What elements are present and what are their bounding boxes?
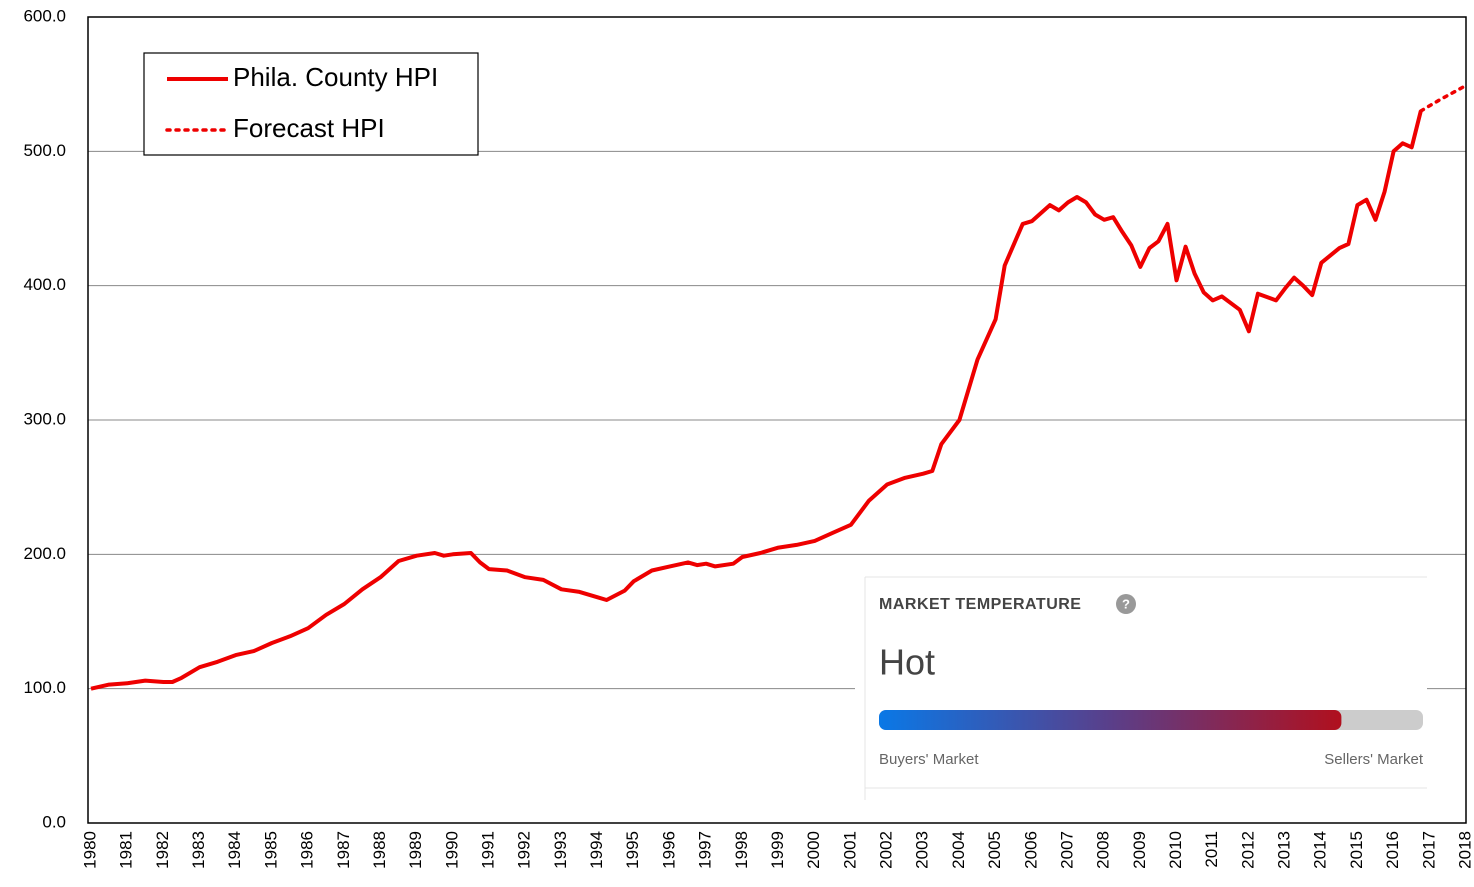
gauge-fill bbox=[879, 710, 1342, 730]
y-tick-label: 400.0 bbox=[23, 275, 66, 294]
widget-title: MARKET TEMPERATURE bbox=[879, 596, 1081, 613]
x-tick-label: 1987 bbox=[334, 831, 353, 869]
x-tick-label: 2011 bbox=[1202, 831, 1221, 868]
x-tick-label: 2014 bbox=[1311, 831, 1330, 869]
x-tick-label: 2002 bbox=[877, 831, 896, 869]
x-tick-label: 2003 bbox=[913, 831, 932, 869]
x-tick-label: 2015 bbox=[1347, 831, 1366, 869]
legend-label: Phila. County HPI bbox=[233, 62, 438, 92]
x-tick-label: 2001 bbox=[840, 831, 859, 869]
y-tick-label: 100.0 bbox=[23, 678, 66, 697]
x-tick-label: 1981 bbox=[117, 831, 136, 869]
y-tick-label: 500.0 bbox=[23, 141, 66, 160]
x-tick-label: 1994 bbox=[587, 831, 606, 869]
legend-label: Forecast HPI bbox=[233, 113, 385, 143]
x-tick-label: 2017 bbox=[1419, 831, 1438, 869]
x-tick-label: 1996 bbox=[659, 831, 678, 869]
y-tick-label: 600.0 bbox=[23, 6, 66, 25]
x-tick-label: 1995 bbox=[623, 831, 642, 869]
widget-background bbox=[855, 566, 1427, 800]
y-tick-label: 300.0 bbox=[23, 409, 66, 428]
x-tick-label: 2018 bbox=[1455, 831, 1474, 869]
x-tick-label: 1985 bbox=[261, 831, 280, 869]
x-tick-label: 1999 bbox=[768, 831, 787, 869]
x-tick-label: 1989 bbox=[406, 831, 425, 869]
x-tick-label: 1984 bbox=[225, 831, 244, 869]
x-tick-label: 1988 bbox=[370, 831, 389, 869]
right-label: Sellers' Market bbox=[1324, 751, 1424, 768]
x-tick-label: 2007 bbox=[1057, 831, 1076, 869]
legend-box bbox=[143, 52, 479, 156]
x-tick-label: 2016 bbox=[1383, 831, 1402, 869]
x-tick-label: 2004 bbox=[949, 831, 968, 869]
market-temperature-widget: MARKET TEMPERATURE ? Hot Buyers' Market Sell… bbox=[855, 566, 1427, 800]
x-tick-label: 2005 bbox=[985, 831, 1004, 869]
x-tick-label: 1993 bbox=[551, 831, 570, 869]
y-tick-label: 200.0 bbox=[23, 544, 66, 563]
x-tick-label: 1992 bbox=[515, 831, 534, 869]
x-tick-label: 2000 bbox=[804, 831, 823, 869]
x-tick-label: 1997 bbox=[696, 831, 715, 869]
x-tick-label: 2008 bbox=[1094, 831, 1113, 869]
left-label: Buyers' Market bbox=[879, 751, 979, 768]
x-tick-label: 2010 bbox=[1166, 831, 1185, 869]
data-line bbox=[1419, 83, 1468, 113]
x-tick-label: 1991 bbox=[479, 831, 498, 869]
x-tick-label: 1986 bbox=[298, 831, 317, 869]
plot-border bbox=[87, 16, 1467, 824]
x-tick-label: 1990 bbox=[442, 831, 461, 869]
x-tick-label: 2006 bbox=[1021, 831, 1040, 869]
x-tick-label: 1982 bbox=[153, 831, 172, 869]
x-tick-label: 1980 bbox=[80, 831, 99, 869]
x-tick-label: 2012 bbox=[1238, 831, 1257, 869]
x-tick-label: 1998 bbox=[732, 831, 751, 869]
x-tick-label: 2013 bbox=[1275, 831, 1294, 869]
help-icon-label: ? bbox=[1122, 596, 1130, 611]
help-icon bbox=[1116, 594, 1136, 614]
x-tick-label: 1983 bbox=[189, 831, 208, 869]
data-line bbox=[90, 110, 1423, 691]
y-tick-label: 0.0 bbox=[42, 812, 66, 831]
status-label: Hot bbox=[879, 642, 935, 683]
x-tick-label: 2009 bbox=[1130, 831, 1149, 869]
